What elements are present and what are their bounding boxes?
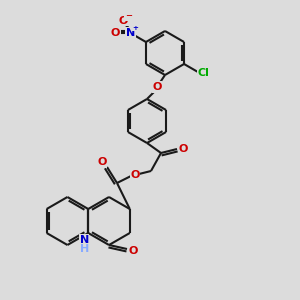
Text: O: O: [97, 157, 107, 167]
Text: O: O: [111, 28, 120, 38]
Text: +: +: [132, 25, 138, 31]
Text: O: O: [119, 16, 128, 26]
Text: O: O: [128, 246, 138, 256]
Text: N: N: [126, 28, 135, 38]
Text: O: O: [130, 170, 140, 180]
Text: −: −: [125, 11, 132, 20]
Text: Cl: Cl: [198, 68, 210, 78]
Text: O: O: [178, 144, 188, 154]
Text: N: N: [80, 235, 89, 245]
Text: O: O: [152, 82, 162, 92]
Text: H: H: [80, 244, 89, 254]
